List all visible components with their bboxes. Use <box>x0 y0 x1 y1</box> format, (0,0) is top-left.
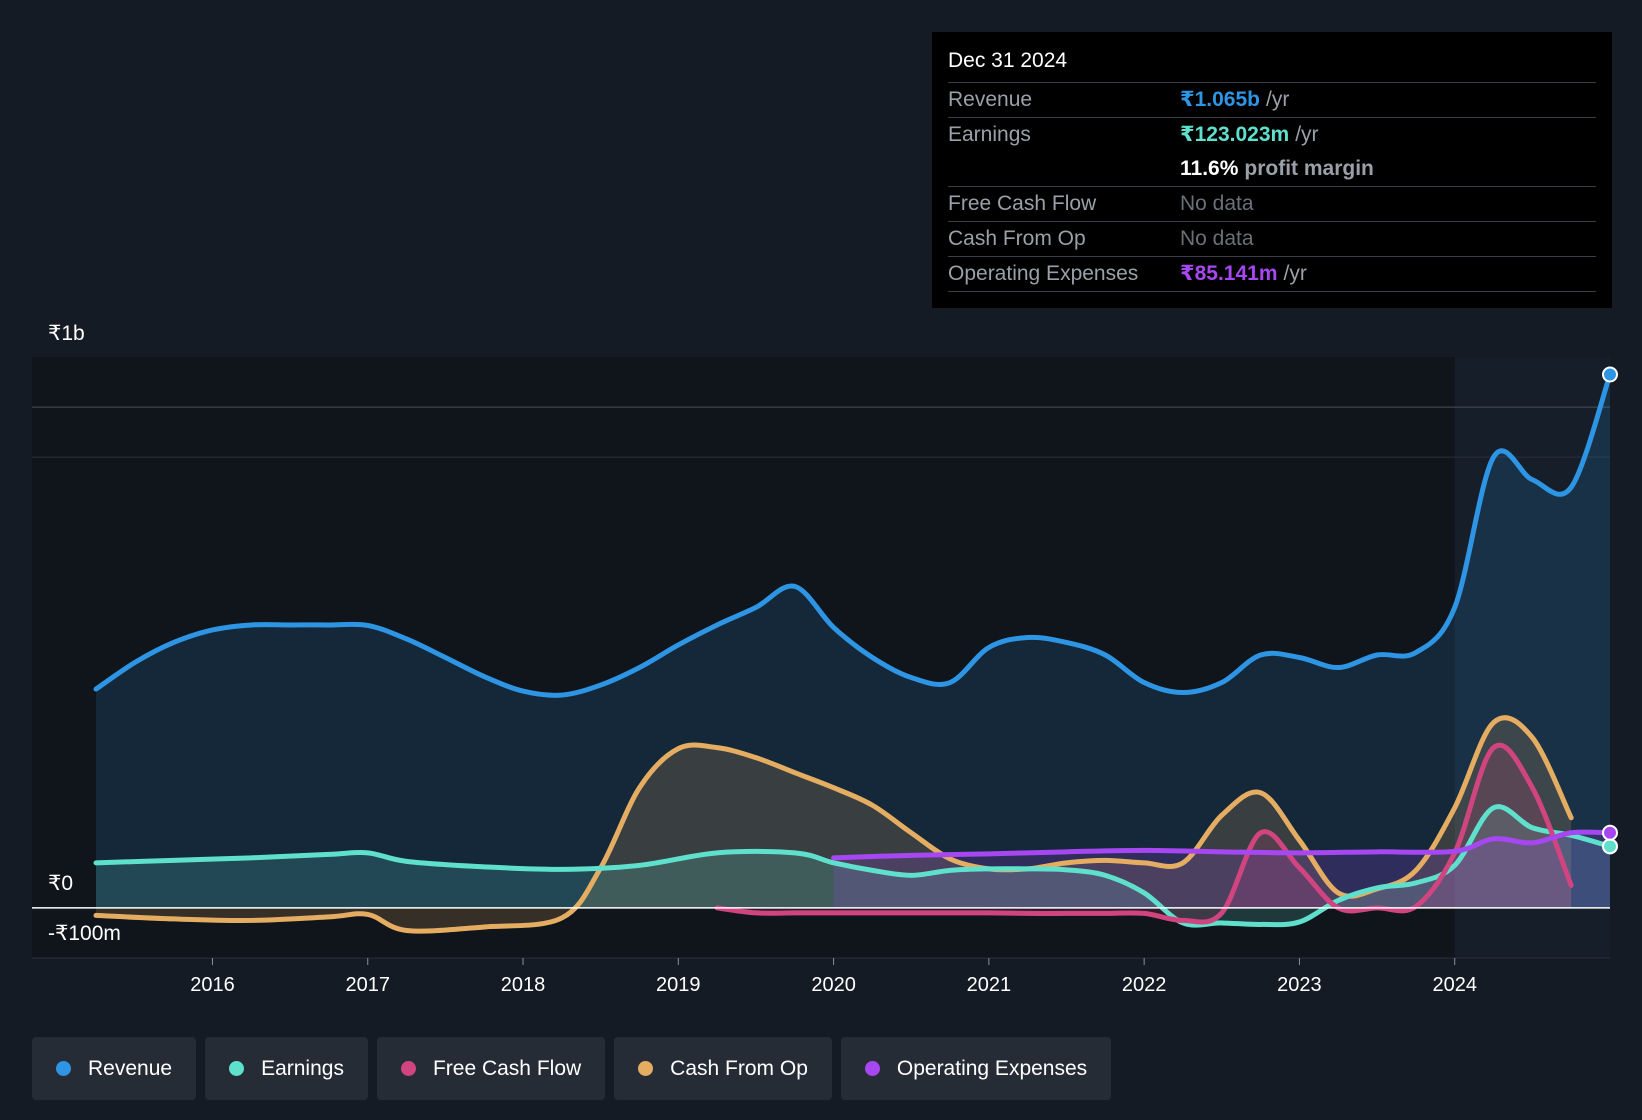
profit-margin-value: 11.6% <box>1180 157 1239 180</box>
legend-label: Earnings <box>261 1056 344 1080</box>
tooltip-unit: /yr <box>1295 123 1319 146</box>
tooltip-row-revenue: Revenue ₹1.065b/yr <box>948 83 1596 118</box>
series-end-markers <box>1602 366 1618 855</box>
tooltip-label: Free Cash Flow <box>948 192 1097 215</box>
tooltip-label: Revenue <box>948 88 1033 111</box>
operating-expenses-area <box>833 832 1610 908</box>
tooltip-row-cash-from-op: Cash From Op No data <box>948 222 1596 257</box>
tooltip-value: ₹1.065b <box>1180 88 1260 111</box>
tooltip-row-margin: 11.6% profit margin <box>948 152 1596 187</box>
profit-margin-label: profit margin <box>1244 157 1374 180</box>
legend-item-free-cash-flow[interactable]: Free Cash Flow <box>376 1037 606 1100</box>
tooltip-unit: /yr <box>1266 88 1290 111</box>
free-cash-flow-line <box>714 742 1574 925</box>
operating-expenses-line <box>831 829 1613 861</box>
tooltip-value: ₹85.141m <box>1180 262 1278 285</box>
x-tick-label: 2021 <box>967 974 1012 996</box>
tooltip-row-earnings: Earnings ₹123.023m/yr <box>948 118 1596 152</box>
x-tick-label: 2016 <box>190 974 235 996</box>
revenue-line <box>93 372 1613 698</box>
tooltip-value: ₹123.023m <box>1180 123 1290 146</box>
earnings-line <box>93 804 1613 928</box>
y-label-zero: ₹0 <box>48 872 73 895</box>
y-label-top: ₹1b <box>48 322 85 345</box>
earnings-area <box>96 806 1610 926</box>
revenue-area <box>96 374 1610 908</box>
tooltip-value: No data <box>1180 192 1254 215</box>
tooltip-row-operating-expenses: Operating Expenses ₹85.141m/yr <box>948 257 1596 292</box>
legend: Revenue Earnings Free Cash Flow Cash Fro… <box>32 1037 1112 1100</box>
operating-expenses-dot-icon <box>864 1061 880 1076</box>
cash-from-op-dot-icon <box>638 1061 654 1076</box>
tooltip-label: Operating Expenses <box>948 262 1139 285</box>
x-tick-label: 2017 <box>345 974 390 996</box>
legend-label: Cash From Op <box>670 1056 808 1080</box>
tooltip-panel: Dec 31 2024 Revenue ₹1.065b/yr Earnings … <box>932 32 1612 308</box>
earnings-end-point <box>1602 838 1618 855</box>
tooltip-label: Earnings <box>948 123 1031 146</box>
legend-item-operating-expenses[interactable]: Operating Expenses <box>840 1037 1112 1100</box>
x-tick-label: 2019 <box>656 974 701 996</box>
legend-item-earnings[interactable]: Earnings <box>205 1037 368 1100</box>
x-tick-label: 2020 <box>811 974 856 996</box>
x-tick-label: 2024 <box>1432 974 1477 996</box>
x-tick-label: 2022 <box>1122 974 1167 996</box>
x-tick-label: 2023 <box>1277 974 1322 996</box>
legend-label: Free Cash Flow <box>432 1056 582 1080</box>
tooltip-row-free-cash-flow: Free Cash Flow No data <box>948 187 1596 222</box>
legend-label: Revenue <box>88 1056 173 1080</box>
tooltip-label: Cash From Op <box>948 227 1086 250</box>
tooltip-date: Dec 31 2024 <box>948 46 1596 83</box>
revenue-dot-icon <box>56 1061 71 1076</box>
operating-expenses-end-point <box>1602 824 1618 841</box>
cash-from-op-area <box>96 717 1572 932</box>
x-axis: 2016 2017 2018 2019 2020 2021 2022 2023 2024 <box>190 958 1477 996</box>
legend-label: Operating Expenses <box>896 1056 1088 1080</box>
revenue-end-point <box>1602 366 1618 383</box>
y-label-bottom: -₹100m <box>48 922 121 945</box>
legend-item-revenue[interactable]: Revenue <box>32 1037 197 1100</box>
earnings-dot-icon <box>229 1061 245 1076</box>
series-lines <box>93 372 1613 934</box>
tooltip-value: No data <box>1180 227 1254 250</box>
x-tick-label: 2018 <box>501 974 546 996</box>
legend-item-cash-from-op[interactable]: Cash From Op <box>614 1037 832 1100</box>
free-cash-flow-dot-icon <box>400 1061 416 1076</box>
tooltip-unit: /yr <box>1283 262 1307 285</box>
